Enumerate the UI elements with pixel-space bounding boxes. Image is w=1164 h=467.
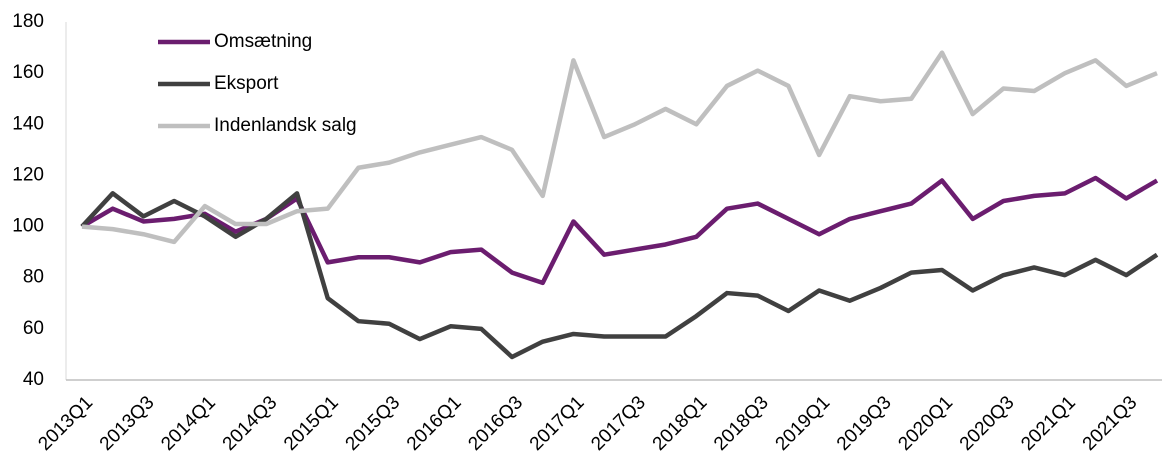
x-tick-label: 2019Q3 bbox=[833, 392, 896, 455]
x-tick-label: 2021Q3 bbox=[1079, 392, 1142, 455]
legend-label: Indenlandsk salg bbox=[214, 115, 357, 136]
y-tick-label: 40 bbox=[23, 369, 44, 390]
x-tick-label: 2021Q1 bbox=[1017, 392, 1080, 455]
legend-label: Omsætning bbox=[214, 31, 312, 52]
x-tick-label: 2015Q3 bbox=[342, 392, 405, 455]
y-tick-label: 60 bbox=[23, 318, 44, 339]
x-tick-label: 2013Q3 bbox=[96, 392, 159, 455]
x-tick-label: 2017Q3 bbox=[587, 392, 650, 455]
line-series bbox=[80, 191, 1159, 360]
line-series bbox=[81, 50, 1158, 245]
y-tick-label: 180 bbox=[12, 11, 44, 32]
legend-label: Eksport bbox=[214, 73, 279, 94]
x-tick-label: 2016Q3 bbox=[464, 392, 527, 455]
x-tick-label: 2018Q3 bbox=[710, 392, 773, 455]
y-tick-label: 100 bbox=[12, 216, 44, 237]
x-tick-label: 2019Q1 bbox=[772, 392, 835, 455]
x-tick-label: 2015Q1 bbox=[280, 392, 343, 455]
y-tick-label: 120 bbox=[12, 164, 44, 185]
x-tick-label: 2014Q1 bbox=[157, 392, 220, 455]
y-tick-label: 80 bbox=[23, 267, 44, 288]
x-tick-label: 2018Q1 bbox=[649, 392, 712, 455]
x-tick-label: 2020Q3 bbox=[956, 392, 1019, 455]
x-tick-label: 2013Q1 bbox=[34, 392, 97, 455]
x-tick-label: 2016Q1 bbox=[403, 392, 466, 455]
y-tick-label: 140 bbox=[12, 113, 44, 134]
x-tick-label: 2017Q1 bbox=[526, 392, 589, 455]
x-tick-label: 2014Q3 bbox=[219, 392, 282, 455]
y-tick-label: 160 bbox=[12, 62, 44, 83]
x-tick-label: 2020Q1 bbox=[894, 392, 957, 455]
